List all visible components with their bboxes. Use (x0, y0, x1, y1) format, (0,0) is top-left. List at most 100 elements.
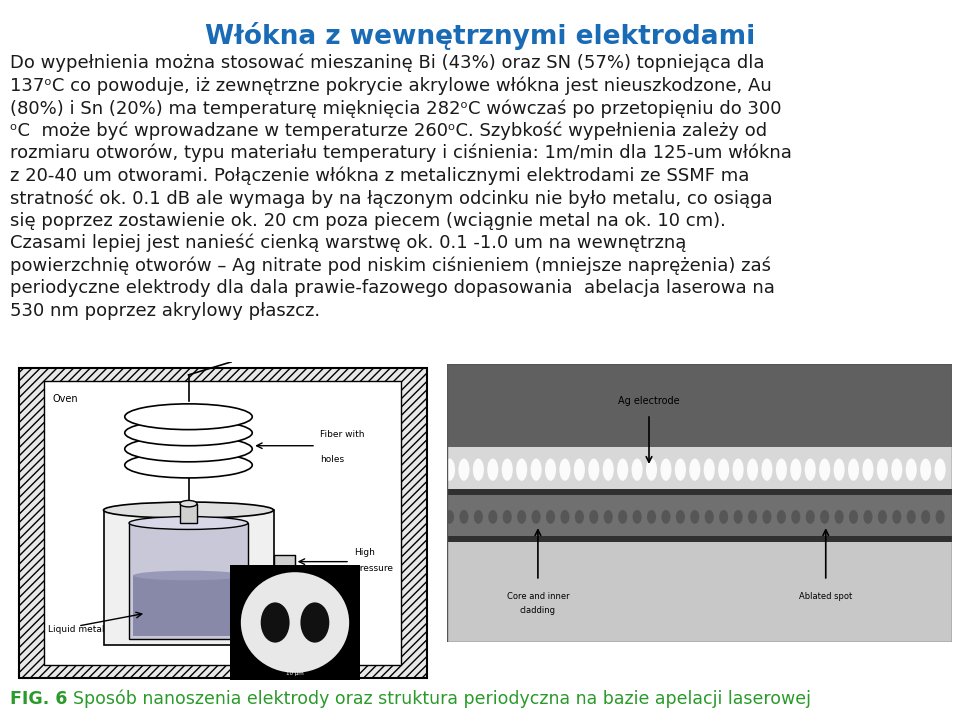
Text: Fiber with: Fiber with (321, 430, 365, 439)
Ellipse shape (575, 510, 584, 524)
Bar (104, 510, 274, 645)
Ellipse shape (647, 510, 656, 524)
Ellipse shape (675, 458, 686, 481)
Ellipse shape (125, 436, 252, 462)
Ellipse shape (125, 404, 252, 430)
Ellipse shape (776, 458, 787, 481)
Ellipse shape (920, 458, 931, 481)
Ellipse shape (241, 573, 349, 673)
Ellipse shape (777, 510, 786, 524)
Text: 137ᵒC co powoduje, iż zewnętrzne pokrycie akrylowe włókna jest nieuszkodzone, Au: 137ᵒC co powoduje, iż zewnętrzne pokryci… (10, 77, 772, 95)
Ellipse shape (747, 458, 758, 481)
Ellipse shape (732, 458, 744, 481)
Ellipse shape (891, 458, 902, 481)
Ellipse shape (733, 510, 743, 524)
Bar (133, 575, 244, 635)
Ellipse shape (718, 458, 730, 481)
Ellipse shape (676, 510, 684, 524)
Ellipse shape (180, 500, 197, 507)
Ellipse shape (790, 458, 802, 481)
Ellipse shape (876, 458, 888, 481)
Ellipse shape (589, 510, 598, 524)
Ellipse shape (922, 510, 930, 524)
Bar (447, 489, 952, 495)
Text: Czasami lepiej jest nanieść cienką warstwę ok. 0.1 -1.0 um na wewnętrzną: Czasami lepiej jest nanieść cienką warst… (10, 234, 686, 253)
Ellipse shape (588, 458, 599, 481)
Ellipse shape (791, 510, 801, 524)
Ellipse shape (804, 458, 816, 481)
Ellipse shape (618, 510, 627, 524)
Text: Oven: Oven (53, 394, 78, 404)
Ellipse shape (748, 510, 757, 524)
Ellipse shape (129, 516, 248, 529)
Ellipse shape (934, 458, 946, 481)
Ellipse shape (502, 458, 513, 481)
Ellipse shape (300, 602, 329, 643)
Ellipse shape (561, 510, 569, 524)
Text: Liquid metal: Liquid metal (48, 625, 105, 635)
Text: powierzchnię otworów – Ag nitrate pod niskim ciśnieniem (mniejsze naprężenia) za: powierzchnię otworów – Ag nitrate pod ni… (10, 256, 771, 275)
Ellipse shape (104, 502, 274, 518)
Text: pressure: pressure (354, 565, 394, 573)
Ellipse shape (444, 458, 455, 481)
Ellipse shape (574, 458, 585, 481)
Ellipse shape (661, 510, 670, 524)
Ellipse shape (125, 420, 252, 445)
Bar (129, 523, 248, 639)
Ellipse shape (517, 510, 526, 524)
Text: z 20-40 um otworami. Połączenie włókna z metalicznymi elektrodami ze SSMF ma: z 20-40 um otworami. Połączenie włókna z… (10, 167, 750, 185)
Bar (447, 536, 952, 542)
Bar (447, 364, 952, 448)
Ellipse shape (532, 510, 540, 524)
Ellipse shape (862, 458, 874, 481)
Bar (180, 504, 197, 523)
Ellipse shape (863, 510, 873, 524)
Ellipse shape (603, 458, 613, 481)
Ellipse shape (906, 510, 916, 524)
Ellipse shape (133, 570, 244, 580)
Text: Sposób nanoszenia elektrody oraz struktura periodyczna na bazie apelacji laserow: Sposób nanoszenia elektrody oraz struktu… (62, 690, 811, 708)
Ellipse shape (458, 458, 469, 481)
Ellipse shape (488, 458, 498, 481)
Bar (274, 555, 295, 568)
Ellipse shape (834, 510, 844, 524)
Ellipse shape (646, 458, 657, 481)
Ellipse shape (489, 510, 497, 524)
Ellipse shape (719, 510, 729, 524)
Text: ᵒC  może być wprowadzane w temperaturze 260ᵒC. Szybkość wypełnienia zależy od: ᵒC może być wprowadzane w temperaturze 2… (10, 121, 767, 140)
Ellipse shape (633, 510, 641, 524)
Ellipse shape (545, 458, 556, 481)
Ellipse shape (531, 458, 541, 481)
Ellipse shape (660, 458, 671, 481)
Ellipse shape (849, 510, 858, 524)
Ellipse shape (848, 458, 859, 481)
Text: holes: holes (321, 456, 345, 464)
Ellipse shape (905, 458, 917, 481)
Ellipse shape (445, 510, 454, 524)
Text: FIG. 6: FIG. 6 (10, 690, 67, 708)
Ellipse shape (604, 510, 612, 524)
Text: Core and inner: Core and inner (507, 592, 569, 601)
Ellipse shape (762, 510, 772, 524)
Text: 530 nm poprzez akrylowy płaszcz.: 530 nm poprzez akrylowy płaszcz. (10, 302, 320, 320)
Ellipse shape (936, 510, 945, 524)
Text: 10 μm: 10 μm (286, 671, 304, 676)
Ellipse shape (473, 458, 484, 481)
Text: rozmiaru otworów, typu materiału temperatury i ciśnienia: 1m/min dla 125-um włók: rozmiaru otworów, typu materiału tempera… (10, 144, 792, 162)
Text: Ablated spot: Ablated spot (799, 592, 852, 601)
Ellipse shape (704, 458, 715, 481)
Ellipse shape (689, 458, 701, 481)
Text: cladding: cladding (520, 606, 556, 615)
Ellipse shape (820, 510, 829, 524)
Bar (447, 448, 952, 489)
Ellipse shape (474, 510, 483, 524)
Ellipse shape (761, 458, 773, 481)
Ellipse shape (261, 602, 290, 643)
Ellipse shape (516, 458, 527, 481)
Ellipse shape (690, 510, 699, 524)
Ellipse shape (805, 510, 815, 524)
Text: periodyczne elektrody dla dala prawie-fazowego dopasowania  abelacja laserowa na: periodyczne elektrody dla dala prawie-fa… (10, 279, 775, 297)
Bar (447, 542, 952, 642)
Text: się poprzez zostawienie ok. 20 cm poza piecem (wciągnie metal na ok. 10 cm).: się poprzez zostawienie ok. 20 cm poza p… (10, 212, 726, 230)
Bar (44, 381, 401, 665)
